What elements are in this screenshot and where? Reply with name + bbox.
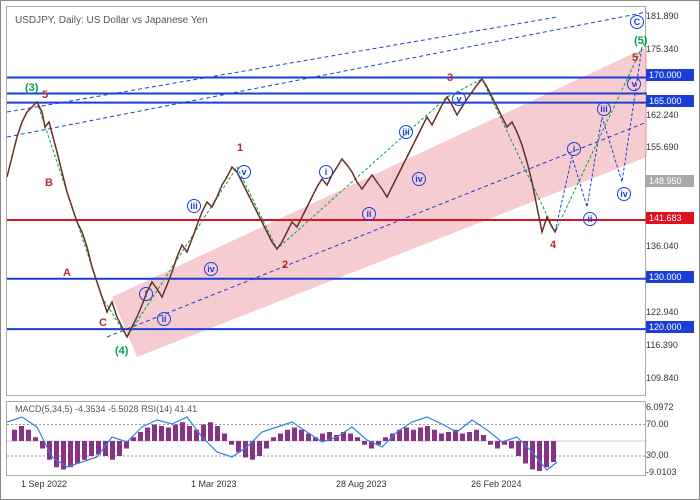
wave-label: (4): [115, 345, 128, 357]
price-level-box: 165.000: [646, 95, 694, 107]
wave-label: I: [139, 287, 153, 301]
indicator-y-axis: 6.0972 70.00 30.00 -9.0103: [644, 401, 694, 476]
wave-label: ii: [157, 312, 171, 326]
wave-label: i: [319, 165, 333, 179]
y-tick: 162.240: [646, 110, 694, 120]
wave-label: C: [99, 317, 107, 329]
price-level-box: 148.950: [646, 175, 694, 187]
date-x-axis: 1 Sep 2022 1 Mar 2023 28 Aug 2023 26 Feb 20…: [6, 479, 646, 497]
indicator-y-tick: 30.00: [646, 450, 694, 460]
indicator-y-tick: 70.00: [646, 419, 694, 429]
y-tick: 136.040: [646, 241, 694, 251]
y-tick: 175.340: [646, 44, 694, 54]
chart-container: USDJPY, Daily: US Dollar vs Japanese Yen…: [0, 0, 700, 500]
y-tick: 181.890: [646, 11, 694, 21]
y-tick: 122.940: [646, 307, 694, 317]
price-level-box: 130.000: [646, 271, 694, 283]
wave-label: 2: [282, 259, 288, 271]
chart-canvas: [7, 7, 647, 397]
wave-label: ii: [362, 207, 376, 221]
wave-label: v: [237, 165, 251, 179]
wave-label: v: [627, 77, 641, 91]
chart-title: USDJPY, Daily: US Dollar vs Japanese Yen: [15, 15, 208, 26]
indicator-y-tick: -9.0103: [646, 467, 694, 477]
wave-label: 1: [237, 142, 243, 154]
wave-label: i: [567, 142, 581, 156]
wave-label: v: [452, 92, 466, 106]
x-tick: 28 Aug 2023: [336, 479, 387, 489]
wave-label: A: [63, 267, 71, 279]
y-tick: 155.690: [646, 142, 694, 152]
price-level-box: 170.000: [646, 69, 694, 81]
price-level-box: 120.000: [646, 321, 694, 333]
indicator-panel[interactable]: MACD(5,34,5) -4.3534 -5.5028 RSI(14) 41.…: [6, 401, 646, 476]
wave-label: iv: [412, 172, 426, 186]
wave-label: iv: [204, 262, 218, 276]
wave-label: 5: [632, 52, 638, 64]
wave-label: 3: [447, 72, 453, 84]
wave-label: 4: [550, 239, 556, 251]
y-tick: 116.390: [646, 340, 694, 350]
wave-label: 5: [42, 89, 48, 101]
wave-label: iii: [187, 199, 201, 213]
wave-label: C: [630, 15, 644, 29]
y-tick: 109.840: [646, 373, 694, 383]
main-price-chart[interactable]: USDJPY, Daily: US Dollar vs Japanese Yen…: [6, 6, 646, 396]
price-level-box: 141.683: [646, 212, 694, 224]
wave-label: (3): [25, 82, 38, 94]
wave-label: iii: [399, 125, 413, 139]
wave-label: (5): [634, 35, 647, 47]
indicator-y-tick: 6.0972: [646, 402, 694, 412]
indicator-title: MACD(5,34,5) -4.3534 -5.5028 RSI(14) 41.…: [15, 404, 197, 414]
x-tick: 1 Sep 2022: [21, 479, 67, 489]
wave-label: B: [45, 177, 53, 189]
price-y-axis: 181.890 175.340 162.240 155.690 136.040 122.9…: [644, 6, 694, 396]
x-tick: 1 Mar 2023: [191, 479, 237, 489]
x-tick: 26 Feb 2024: [471, 479, 522, 489]
wave-label: ii: [583, 212, 597, 226]
wave-label: iii: [597, 102, 611, 116]
wave-label: iv: [617, 187, 631, 201]
